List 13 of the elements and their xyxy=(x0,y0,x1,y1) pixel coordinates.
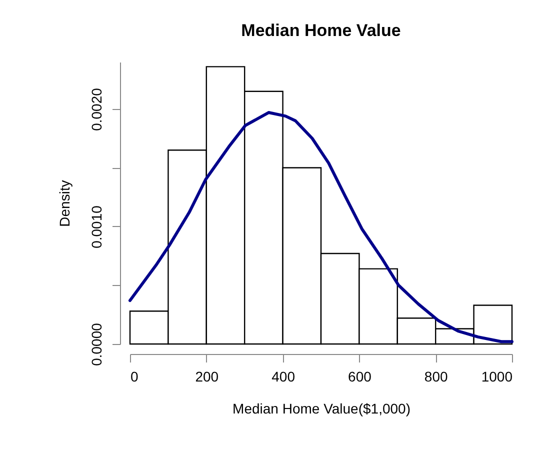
x-axis-title: Median Home Value($1,000) xyxy=(232,400,410,416)
chart-title: Median Home Value xyxy=(241,21,401,40)
y-tick-label: 0.0010 xyxy=(88,205,104,248)
y-tick-label: 0.0000 xyxy=(88,322,104,366)
x-tick-label: 1000 xyxy=(481,368,513,384)
x-tick-label: 200 xyxy=(195,368,219,384)
y-axis-title: Density xyxy=(56,180,72,227)
line-series xyxy=(128,111,514,344)
x-tick-label: 600 xyxy=(348,368,372,384)
x-tick-label: 0 xyxy=(130,368,138,384)
x-tick-label: 800 xyxy=(424,368,448,384)
y-tick-label: 0.0020 xyxy=(88,88,104,131)
x-tick-label: 400 xyxy=(272,368,296,384)
